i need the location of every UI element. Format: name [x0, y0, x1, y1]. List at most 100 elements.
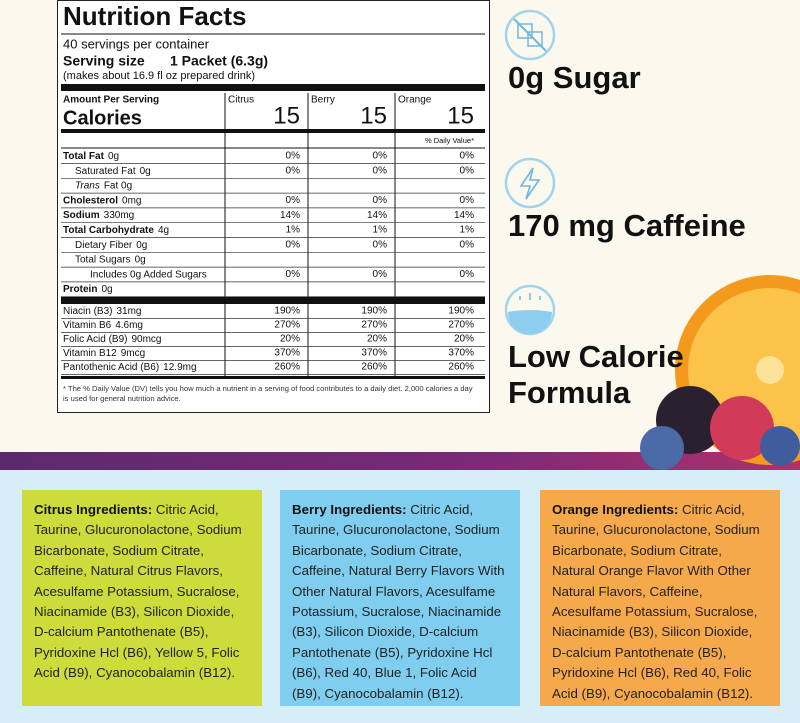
nutrition-label: Nutrition Facts 40 servings per containe… [57, 0, 490, 413]
nutrient-amount: 4g [158, 225, 169, 236]
nutrient-amount: Fat 0g [104, 180, 132, 191]
medium-rule [61, 129, 485, 133]
daily-value: 20% [280, 334, 300, 345]
daily-value: 370% [274, 348, 300, 359]
nutrient-name: Vitamin B6 [63, 320, 112, 331]
daily-value: 190% [448, 306, 474, 317]
makes: (makes about 16.9 fl oz prepared drink) [63, 70, 255, 82]
feature: 0g Sugar [508, 60, 641, 95]
nutrient: Trans Fat 0g [75, 180, 132, 191]
nutrient-amount: 4.6mg [115, 320, 143, 331]
label-frame [57, 0, 490, 413]
nutrient-amount: 330mg [104, 210, 135, 221]
nutrient-name: Total Sugars [75, 254, 131, 265]
nutrient-name: Total Fat [63, 151, 105, 162]
daily-value: 190% [361, 306, 387, 317]
ingredients-text: Citric Acid, Taurine, Glucuronolactone, … [292, 502, 505, 701]
nutrient-amount: 0g [135, 254, 146, 265]
daily-value: 260% [274, 362, 300, 373]
calories-value: 15 [360, 102, 387, 129]
nutrient-amount: 90mcg [131, 334, 161, 345]
nutrient: Folic Acid (B9) 90mcg [63, 334, 161, 345]
nutrient-name: Folic Acid (B9) [63, 334, 127, 345]
daily-value: 14% [367, 210, 387, 221]
ingredients-box: Citrus Ingredients: Citric Acid, Taurine… [22, 490, 262, 706]
nutrient-name: Dietary Fiber [75, 239, 133, 250]
nutrient-amount: 0g [140, 165, 151, 176]
daily-value: 0% [286, 195, 301, 206]
daily-value: 0% [460, 269, 475, 280]
nutrient: Protein 0g [63, 284, 113, 295]
amount-per-serving: Amount Per Serving [63, 95, 159, 106]
nutrient-amount: 9mcg [121, 348, 145, 359]
nutrient: Sodium 330mg [63, 210, 134, 221]
daily-value: 0% [286, 239, 301, 250]
nutrient-amount: 0g [136, 239, 147, 250]
nutrient: Cholesterol 0mg [63, 195, 141, 206]
nutrient: Vitamin B12 9mcg [63, 348, 145, 359]
daily-value: 0% [373, 195, 388, 206]
daily-value: 270% [448, 320, 474, 331]
nutrient-name: Niacin (B3) [63, 306, 112, 317]
daily-value: 270% [274, 320, 300, 331]
daily-value: 0% [286, 151, 301, 162]
berry-box [280, 490, 520, 706]
nutrient-name: Total Carbohydrate [63, 225, 154, 236]
nutrient: Includes 0g Added Sugars [90, 269, 207, 280]
ingredients-text: Citric Acid, Taurine, Glucuronolactone, … [34, 502, 242, 681]
daily-value: 260% [361, 362, 387, 373]
daily-value: 0% [286, 165, 301, 176]
orange-box [540, 490, 780, 706]
nutrient-name: Sodium [63, 210, 100, 221]
daily-value: 0% [460, 239, 475, 250]
daily-value: 1% [460, 225, 475, 236]
daily-value: 370% [448, 348, 474, 359]
ingredients-box: Orange Ingredients: Citric Acid, Taurine… [540, 490, 780, 706]
ingredients-box: Berry Ingredients: Citric Acid, Taurine,… [280, 490, 520, 706]
nutrient-name: Saturated Fat [75, 165, 136, 176]
daily-value: 0% [460, 195, 475, 206]
calorie-icon [504, 284, 556, 336]
citrus-box [22, 490, 262, 706]
medium-rule [61, 376, 485, 379]
nutrient: Vitamin B6 4.6mg [63, 320, 143, 331]
thick-rule [61, 297, 485, 304]
nutrient: Pantothenic Acid (B6) 12.9mg [63, 362, 197, 373]
daily-value: 0% [373, 269, 388, 280]
nutrient-name: Pantothenic Acid (B6) [63, 362, 159, 373]
nutrient-amount: 12.9mg [163, 362, 196, 373]
nutrient-name: Cholesterol [63, 195, 118, 206]
ingredients-title: Berry Ingredients: [292, 502, 407, 517]
daily-value: 270% [361, 320, 387, 331]
nutrient-name: Includes 0g Added Sugars [90, 269, 207, 280]
daily-value: 14% [454, 210, 474, 221]
ingredients-title: Citrus Ingredients: [34, 502, 153, 517]
daily-value: 190% [274, 306, 300, 317]
thick-rule [61, 84, 485, 91]
daily-value: 1% [373, 225, 388, 236]
servings: 40 servings per container [63, 36, 210, 51]
serving-size: 1 Packet (6.3g) [170, 53, 268, 69]
column-name: Citrus [228, 95, 254, 106]
feature: 170 mg Caffeine [508, 208, 746, 243]
feature: Low Calorie Formula [508, 339, 684, 410]
fruit [640, 275, 800, 470]
serving-size-label: Serving size [63, 53, 145, 69]
daily-value: 0% [373, 165, 388, 176]
nutrient-name: Vitamin B12 [63, 348, 117, 359]
nutrient-amount: 0mg [122, 195, 141, 206]
nutrient-amount: 0g [101, 284, 112, 295]
column-name: Orange [398, 95, 432, 106]
calories-label: Calories [63, 107, 142, 129]
ingredients-text: Citric Acid, Taurine, Glucuronolactone, … [552, 502, 760, 701]
daily-value: 20% [454, 334, 474, 345]
daily-value: 0% [373, 151, 388, 162]
daily-value: 0% [286, 269, 301, 280]
calories-value: 15 [273, 102, 300, 129]
nutrient-name: Protein [63, 284, 97, 295]
sugar-icon [504, 9, 556, 61]
daily-value: 260% [448, 362, 474, 373]
daily-value: 0% [460, 151, 475, 162]
nutrient: Niacin (B3) 31mg [63, 306, 141, 317]
